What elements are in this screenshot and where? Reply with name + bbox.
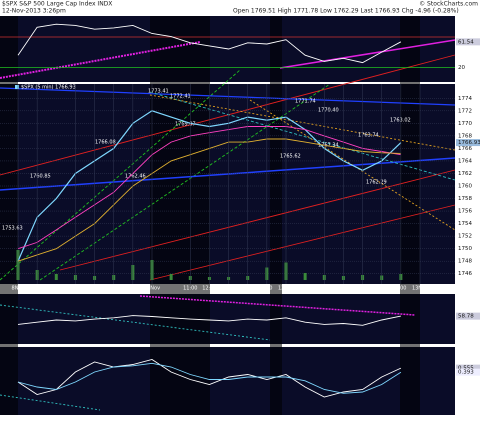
source: © StockCharts.com <box>419 1 478 8</box>
x-tick-label: 3:00 <box>261 286 272 292</box>
series-line <box>17 362 402 394</box>
x-tick-label: 3:00 <box>127 286 138 292</box>
price-note: 1769.07 <box>175 122 196 128</box>
legend-label: $SPX (5 min) 1766.93 <box>21 85 76 91</box>
session-shade <box>0 16 420 415</box>
series-line <box>17 23 402 64</box>
x-tick-label: 2:00 <box>108 286 119 292</box>
last-price-box <box>456 139 480 147</box>
y-tick-label: 1768 <box>458 133 472 139</box>
date: 12-Nov-2013 3:26pm <box>2 8 66 15</box>
y-tick-label: 1756 <box>458 209 472 215</box>
price-note: 1763.02 <box>390 118 411 124</box>
x-tick-label: 12:00 <box>202 286 216 292</box>
x-tick-label: 8Nov <box>12 286 25 292</box>
x-tick-label: 12:00 <box>68 286 82 292</box>
y-tick-label: 1746 <box>458 271 472 277</box>
title: $SPX S&P 500 Large Cap Index INDX <box>2 1 112 8</box>
price-note: 1753.63 <box>2 226 23 232</box>
x-tick-label: 10:00 <box>30 286 44 292</box>
y-tick-label: 1772 <box>458 108 472 114</box>
price-note: 1765.62 <box>280 154 301 160</box>
annotations: 1773.41 1772.41 1769.07 1766.08 1760.85 … <box>2 89 411 232</box>
series-line <box>17 359 402 398</box>
price-note: 1760.85 <box>30 174 51 180</box>
x-tick-label: 1:00 <box>89 286 100 292</box>
x-tick-label: 2:00 <box>242 286 253 292</box>
quote: Open 1769.51 High 1771.78 Low 1762.29 La… <box>233 8 459 15</box>
value-label: 0.555 <box>458 366 474 372</box>
volume-bar <box>303 273 307 280</box>
price-note: 1762.29 <box>366 180 387 186</box>
value-label-box <box>456 368 480 376</box>
x-tick-label: 12Nov <box>278 286 294 292</box>
x-tick-label: 11:00 <box>317 286 331 292</box>
y-tick-label: 1758 <box>458 196 472 202</box>
value-label: 61.54 <box>458 39 474 45</box>
x-tick-label: 1:00 <box>357 286 368 292</box>
volume-bar <box>54 274 58 280</box>
price-note: 1770.40 <box>318 108 339 114</box>
panel <box>0 347 455 415</box>
value-label: 0.393 <box>458 370 474 376</box>
x-tick-label: 12:00 <box>336 286 350 292</box>
last-price: 1766.93 <box>458 140 480 146</box>
y-tick-label: 1760 <box>458 184 472 190</box>
y-tick-label: 1750 <box>458 246 472 252</box>
y-tick-label: 1748 <box>458 259 472 265</box>
price-note: 1766.08 <box>95 140 116 146</box>
x-tick-label: 3:00 <box>395 286 406 292</box>
x-tick-label: 11:00 <box>183 286 197 292</box>
value-label: 58.78 <box>458 314 474 320</box>
volume-bar <box>169 274 173 280</box>
y-tick-label: 1764 <box>458 158 472 164</box>
y-tick-label: 20 <box>458 65 465 71</box>
series-line <box>17 315 401 326</box>
x-tick-label: 2:00 <box>376 286 387 292</box>
trend-lines <box>0 39 456 411</box>
y-tick-label: 1770 <box>458 121 472 127</box>
x-tick-label: 1:00 <box>223 286 234 292</box>
price-note: 1767.34 <box>318 143 339 149</box>
price-note: 1762.46 <box>125 174 146 180</box>
y-tick-label: 1754 <box>458 221 472 227</box>
x-tick-label: 13Nov <box>412 286 428 292</box>
x-tick-label: 11Nov <box>144 286 160 292</box>
y-tick-label: 1762 <box>458 171 472 177</box>
price-note: 1773.41 <box>148 89 169 95</box>
y-tick-label: 1774 <box>458 96 472 102</box>
price-note: 1763.74 <box>358 133 379 139</box>
legend-swatch <box>15 85 19 89</box>
value-label-box <box>456 312 480 320</box>
price-note: 1772.41 <box>170 94 191 100</box>
y-tick-label: 1766 <box>458 146 472 152</box>
value-label-box <box>456 364 480 372</box>
price-note: 1771.74 <box>295 99 316 105</box>
value-label-box <box>456 38 480 46</box>
y-tick-label: 1752 <box>458 234 472 240</box>
